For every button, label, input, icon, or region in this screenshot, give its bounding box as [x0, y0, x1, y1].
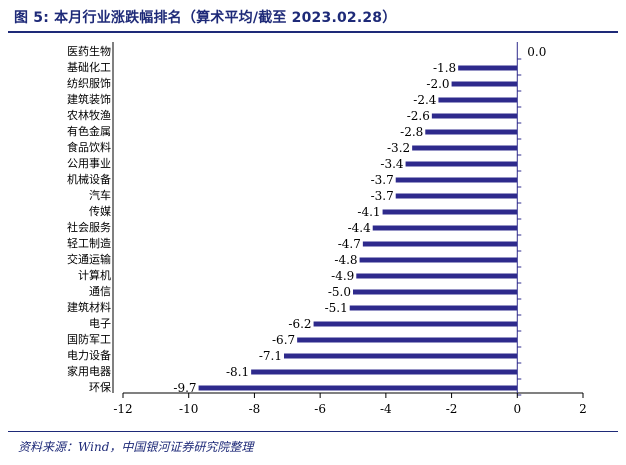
data-label: -2.6 — [407, 109, 430, 123]
data-label: -5.0 — [328, 285, 351, 299]
category-label: 汽车 — [89, 188, 111, 202]
category-label: 纺织服饰 — [67, 76, 111, 90]
bar — [431, 113, 518, 119]
category-label: 建筑材料 — [67, 300, 111, 314]
data-label: -3.7 — [371, 173, 394, 187]
data-label: -2.0 — [426, 77, 449, 91]
bar — [359, 257, 518, 263]
bar — [451, 81, 518, 87]
figure-title: 图 5: 本月行业涨跌幅排名（算术平均/截至 2023.02.28） — [14, 10, 397, 26]
data-label: -4.4 — [348, 221, 372, 235]
bar — [458, 65, 518, 71]
category-label: 基础化工 — [67, 60, 111, 74]
bar — [382, 209, 518, 215]
category-label: 传媒 — [89, 205, 111, 218]
category-label: 交通运输 — [67, 252, 111, 266]
category-label: 农林牧渔 — [67, 108, 111, 122]
bar — [349, 305, 518, 311]
category-label: 有色金属 — [67, 124, 111, 138]
bar — [284, 353, 518, 359]
category-label: 计算机 — [78, 268, 111, 282]
x-tick-label: 0 — [513, 402, 521, 416]
data-label: -4.1 — [357, 205, 380, 219]
bar-chart: 医药生物 0.0 基础化工 -1.8 纺织服饰 -2.0 建筑装饰 -2.4 农林牧渔 -2.6 有… — [67, 42, 587, 416]
bar — [372, 225, 518, 231]
category-label: 电子 — [89, 317, 111, 330]
x-tick-label: -6 — [314, 402, 326, 416]
bar — [353, 289, 518, 295]
data-label: -8.1 — [226, 365, 249, 379]
header-rule — [8, 31, 618, 33]
category-label: 医药生物 — [67, 44, 111, 58]
data-label: -6.7 — [272, 333, 295, 347]
data-label: -4.9 — [331, 269, 354, 283]
bar — [438, 97, 518, 103]
bar — [313, 321, 518, 327]
bar — [395, 177, 518, 183]
x-tick-label: 2 — [579, 402, 587, 416]
bar — [412, 145, 518, 151]
data-label: -6.2 — [288, 317, 311, 331]
category-label: 国防军工 — [67, 332, 111, 346]
bar — [405, 161, 518, 167]
data-label: -2.4 — [413, 93, 437, 107]
bar — [251, 369, 518, 375]
figure-header: 图 5: 本月行业涨跌幅排名（算术平均/截至 2023.02.28） — [0, 0, 626, 34]
category-label: 食品饮料 — [67, 140, 111, 154]
bar — [198, 385, 518, 391]
footer-rule — [8, 431, 618, 432]
category-label: 机械设备 — [67, 172, 111, 186]
data-label: -1.8 — [433, 61, 456, 75]
bar — [362, 241, 518, 247]
data-label: -7.1 — [259, 349, 282, 363]
x-tick-label: -8 — [249, 402, 261, 416]
figure-footer: 资料来源：Wind，中国银河证券研究院整理 — [0, 428, 626, 465]
category-label: 公用事业 — [67, 157, 111, 170]
source-note: 资料来源：Wind，中国银河证券研究院整理 — [18, 440, 254, 454]
category-label: 电力设备 — [67, 348, 111, 362]
data-label: -4.8 — [334, 253, 357, 267]
data-label: -3.7 — [371, 189, 394, 203]
data-label: -3.4 — [380, 157, 404, 171]
data-label: -3.2 — [387, 141, 410, 155]
data-label: 0.0 — [527, 45, 546, 59]
data-label: -2.8 — [400, 125, 423, 139]
bar — [395, 193, 518, 199]
bar — [356, 273, 518, 279]
category-label: 社会服务 — [67, 220, 111, 234]
data-label: -4.7 — [338, 237, 361, 251]
category-label: 通信 — [89, 285, 111, 298]
category-label: 建筑装饰 — [67, 92, 111, 106]
bar — [297, 337, 518, 343]
category-label: 家用电器 — [67, 364, 111, 378]
bar — [425, 129, 518, 135]
x-tick-label: -2 — [446, 402, 458, 416]
category-label: 环保 — [89, 380, 111, 394]
data-label: -5.1 — [325, 301, 348, 315]
category-label: 轻工制造 — [67, 236, 111, 250]
x-tick-label: -10 — [179, 402, 198, 416]
x-tick-label: -4 — [380, 402, 392, 416]
data-label: -9.7 — [173, 381, 196, 395]
x-tick-label: -12 — [113, 402, 132, 416]
